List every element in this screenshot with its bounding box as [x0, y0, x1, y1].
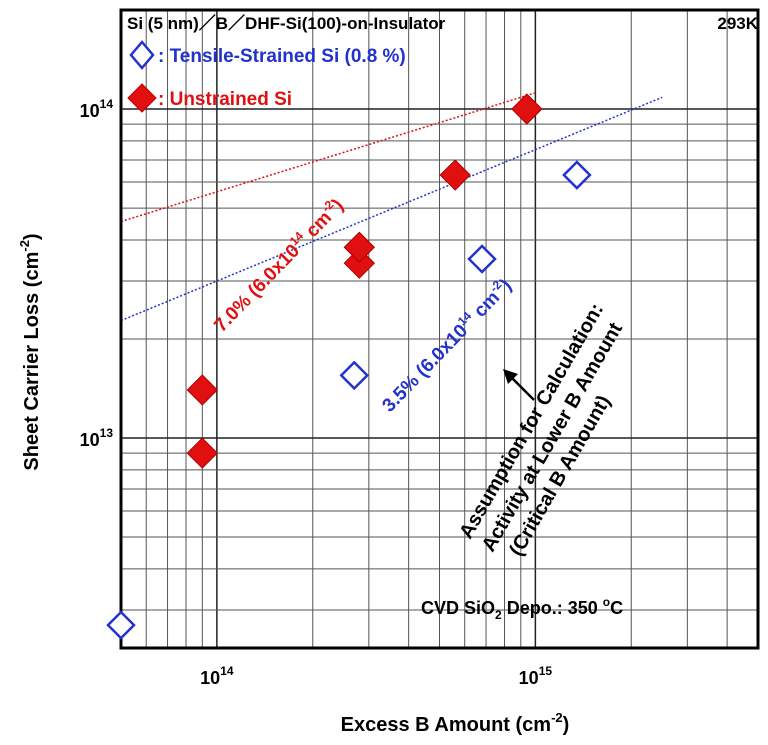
point-unstrained-2 — [343, 247, 376, 279]
y-axis-label-main: Sheet Carrier Loss (cm — [21, 252, 43, 471]
legend-label-tensile: : Tensile-Strained Si (0.8 %) — [158, 46, 406, 67]
x-tick-label: 1015 — [519, 664, 553, 688]
deposition-mid: Depo.: 350 — [502, 598, 603, 618]
data-points — [106, 93, 592, 640]
point-tensile-0 — [106, 610, 136, 640]
chart-title: Si (5 nm)／B／DHF-Si(100)-on-Insulator — [127, 13, 446, 33]
legend: : Tensile-Strained Si (0.8 %) : Unstrain… — [127, 40, 406, 113]
point-unstrained-4 — [439, 159, 471, 191]
x-tick-label: 1014 — [200, 664, 234, 688]
x-axis-label-main: Excess B Amount (cm — [341, 714, 551, 736]
tick-labels: 1014 1015 1013 1014 — [80, 97, 553, 688]
legend-label-unstrained: : Unstrained Si — [158, 89, 292, 110]
grid-lines — [120, 9, 759, 648]
point-unstrained-3 — [343, 231, 376, 263]
y-axis-label: Sheet Carrier Loss (cm-2) — [17, 233, 43, 470]
deposition-suffix: C — [610, 598, 623, 618]
x-axis-label-exp: -2 — [551, 710, 563, 725]
legend-marker-unstrained — [127, 83, 157, 113]
point-tensile-2 — [467, 244, 497, 274]
point-tensile-3 — [562, 160, 592, 190]
point-unstrained-0 — [186, 437, 219, 469]
legend-marker-tensile — [129, 40, 155, 70]
deposition-prefix: CVD SiO — [421, 598, 495, 618]
annotation-arrow — [503, 369, 535, 401]
x-axis-label: Excess B Amount (cm-2) — [341, 710, 570, 736]
y-axis-label-exp: -2 — [17, 240, 32, 252]
deposition-sub: 2 — [495, 608, 502, 622]
point-unstrained-5 — [511, 93, 543, 125]
x-axis-label-close: ) — [563, 714, 570, 736]
fit-lines — [120, 92, 663, 322]
plot-frame — [119, 8, 760, 650]
fit-line-0 — [120, 96, 663, 322]
temperature-label: 293K — [717, 14, 758, 33]
fit-line-1 — [120, 92, 536, 223]
y-axis-label-close: ) — [21, 233, 43, 240]
deposition-sup: o — [603, 595, 610, 609]
deposition-note: CVD SiO2 Depo.: 350 oC — [421, 595, 623, 622]
y-tick-label: 1013 — [80, 426, 114, 450]
y-tick-label: 1014 — [80, 97, 114, 121]
point-tensile-1 — [339, 360, 370, 391]
point-unstrained-1 — [186, 374, 219, 406]
